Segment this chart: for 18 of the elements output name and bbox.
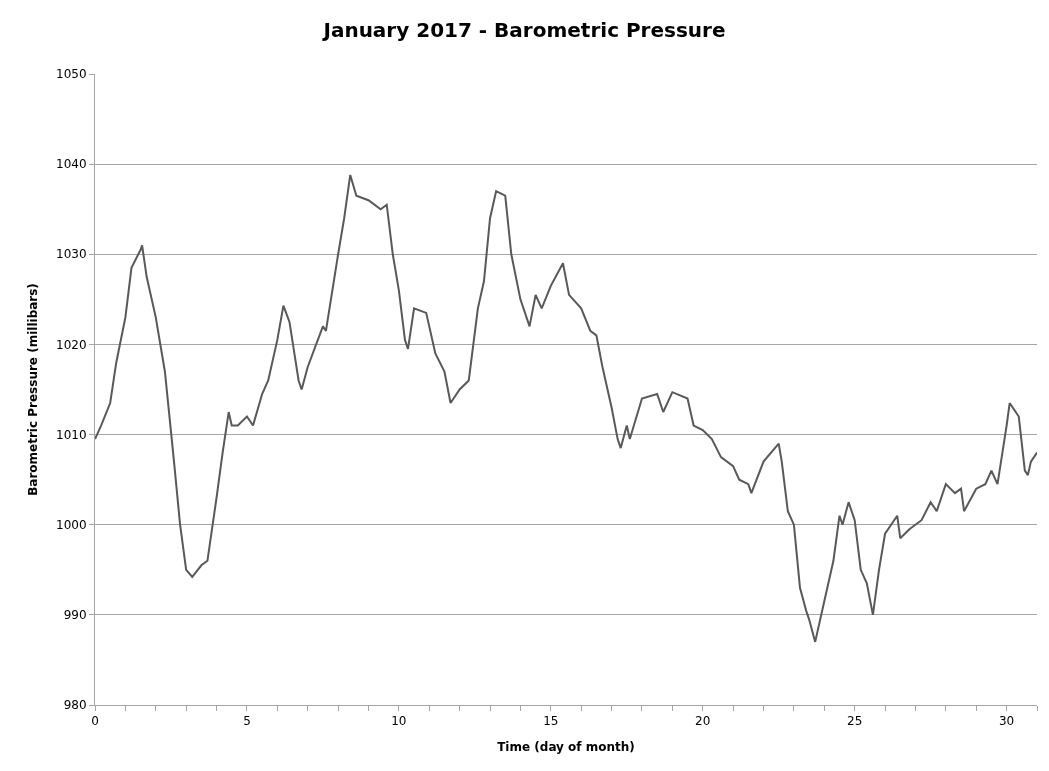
x-tick-label: 30 (998, 714, 1015, 729)
y-tick-label: 990 (63, 608, 87, 623)
chart-title: January 2017 - Barometric Pressure (321, 18, 726, 43)
y-tick-label: 1000 (56, 517, 87, 532)
x-tick-label: 20 (695, 714, 711, 729)
y-tick-label: 1020 (56, 337, 87, 352)
x-tick-label: 10 (391, 714, 407, 729)
x-tick-label: 0 (91, 714, 99, 729)
x-tick-label: 5 (243, 714, 251, 729)
y-tick-label: 1050 (56, 67, 87, 82)
y-tick-label: 980 (63, 698, 87, 713)
y-axis-title: Barometric Pressure (millibars) (26, 283, 41, 496)
x-tick-label: 25 (847, 714, 863, 729)
y-tick-label: 1030 (56, 247, 87, 262)
y-tick-label: 1040 (56, 157, 87, 172)
y-tick-label: 1010 (56, 427, 87, 442)
x-axis-title: Time (day of month) (497, 740, 635, 755)
x-tick-label: 15 (543, 714, 559, 729)
